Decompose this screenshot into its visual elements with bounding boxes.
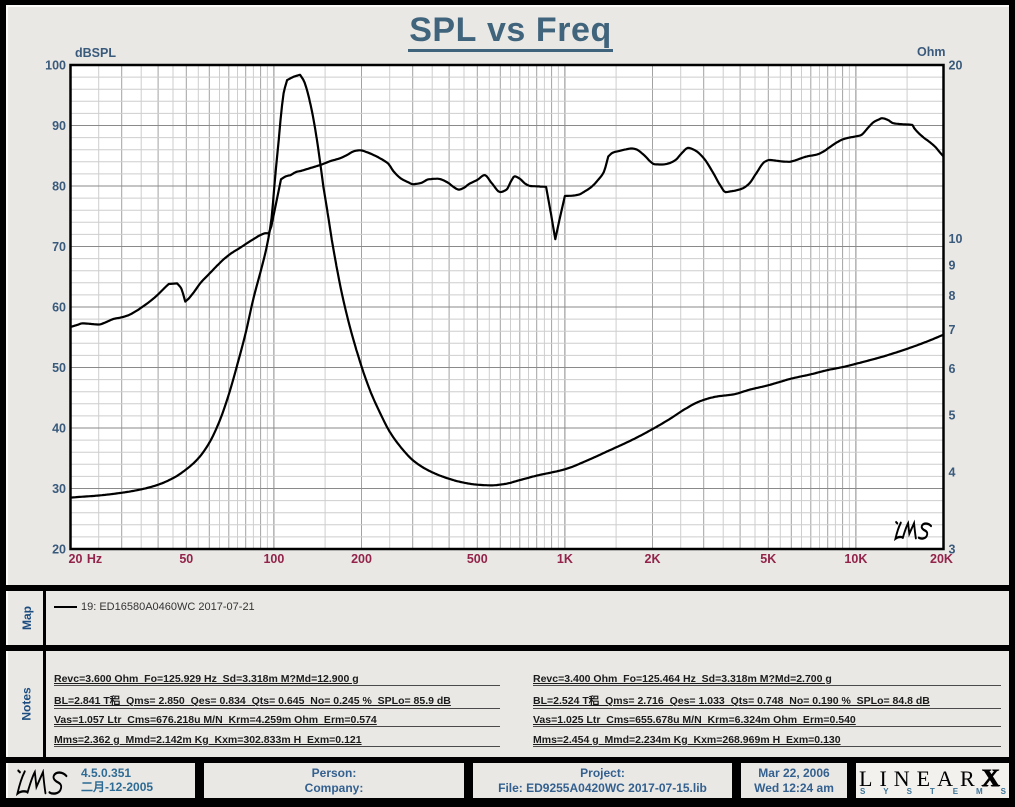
svg-text:Ohm: Ohm	[917, 45, 945, 59]
svg-text:90: 90	[52, 119, 66, 133]
svg-text:6: 6	[949, 362, 956, 376]
svg-text:20K: 20K	[930, 552, 953, 566]
svg-text:20: 20	[52, 543, 66, 557]
svg-text:5K: 5K	[760, 552, 776, 566]
svg-text:100: 100	[263, 552, 284, 566]
svg-text:50: 50	[52, 361, 66, 375]
svg-text:10K: 10K	[844, 552, 867, 566]
svg-text:20: 20	[69, 552, 83, 566]
svg-text:500: 500	[467, 552, 488, 566]
svg-text:50: 50	[179, 552, 193, 566]
svg-text:20: 20	[949, 59, 963, 73]
svg-text:8: 8	[949, 289, 956, 303]
svg-text:30: 30	[52, 482, 66, 496]
svg-text:2K: 2K	[645, 552, 661, 566]
svg-text:9: 9	[949, 259, 956, 273]
svg-text:60: 60	[52, 301, 66, 315]
svg-text:dBSPL: dBSPL	[75, 46, 116, 60]
svg-text:4: 4	[949, 466, 956, 480]
svg-text:80: 80	[52, 180, 66, 194]
svg-text:Hz: Hz	[87, 552, 102, 566]
svg-text:5: 5	[949, 409, 956, 423]
svg-text:100: 100	[45, 59, 66, 73]
svg-text:7: 7	[949, 323, 956, 337]
svg-text:1K: 1K	[557, 552, 573, 566]
svg-text:40: 40	[52, 422, 66, 436]
svg-text:3: 3	[949, 543, 956, 557]
svg-text:10: 10	[949, 232, 963, 246]
svg-text:200: 200	[351, 552, 372, 566]
svg-text:70: 70	[52, 240, 66, 254]
